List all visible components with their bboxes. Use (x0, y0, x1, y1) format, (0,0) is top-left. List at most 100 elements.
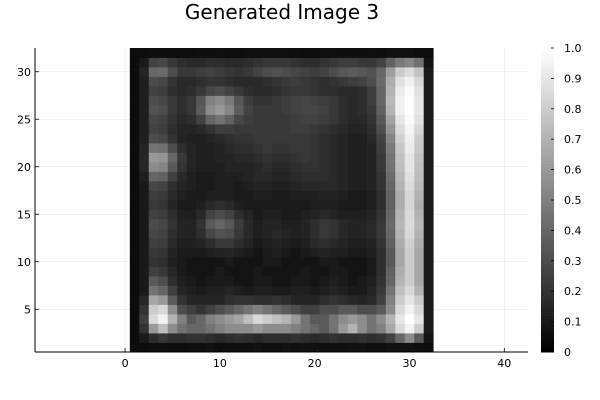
heatmap-cell (414, 143, 425, 153)
heatmap-cell (328, 238, 339, 248)
heatmap-cell (347, 67, 358, 77)
heatmap-cell (385, 48, 396, 58)
colorbar-segment (541, 239, 554, 244)
heatmap-cell (357, 143, 368, 153)
heatmap-cell (366, 323, 377, 334)
heatmap-cell (139, 124, 150, 134)
heatmap-cell (224, 200, 235, 210)
heatmap-cell (205, 133, 216, 144)
heatmap-cell (272, 105, 282, 115)
colorbar-segment (541, 236, 554, 241)
heatmap-cell (158, 67, 169, 77)
heatmap-cell (243, 295, 254, 305)
heatmap-cell (243, 209, 254, 220)
heatmap-cell (395, 314, 406, 324)
heatmap-cell (196, 257, 207, 267)
heatmap-cell (177, 133, 188, 144)
heatmap-cell (357, 171, 368, 182)
heatmap-cell (215, 285, 226, 296)
heatmap-cell (404, 133, 415, 144)
heatmap-cell (272, 228, 282, 239)
heatmap-cell (423, 86, 434, 96)
heatmap-cell (347, 257, 358, 267)
colorbar: 0 0.1 0.2 0.3 0.4 0.5 0.6 0.7 0.8 0.9 1.0 (541, 42, 582, 359)
y-tick-label: 10 (17, 256, 31, 269)
heatmap-cell (148, 247, 159, 258)
colorbar-segment (541, 148, 554, 152)
heatmap-cell (300, 181, 311, 191)
heatmap-cell (414, 342, 425, 353)
heatmap-cell (281, 114, 292, 125)
heatmap-cell (205, 257, 216, 267)
heatmap-cell (309, 238, 320, 248)
heatmap-cell (376, 247, 387, 258)
heatmap-cell (395, 133, 406, 144)
heatmap-cell (414, 314, 425, 324)
heatmap-cell (196, 57, 207, 68)
heatmap-cell (167, 105, 178, 115)
heatmap-cell (243, 95, 254, 106)
heatmap-cell (177, 67, 188, 77)
heatmap-cell (253, 285, 263, 296)
heatmap-cell (357, 285, 368, 296)
heatmap-cell (148, 152, 159, 163)
heatmap-cell (177, 276, 188, 286)
heatmap-cell (366, 95, 377, 106)
heatmap-cell (234, 162, 244, 172)
heatmap-cell (414, 105, 425, 115)
heatmap-cell (215, 86, 226, 96)
heatmap-cell (205, 238, 216, 248)
heatmap-cell (404, 76, 415, 87)
colorbar-segment (541, 324, 554, 329)
heatmap-cell (309, 171, 320, 182)
heatmap-cell (395, 95, 406, 106)
heatmap-cell (234, 219, 244, 229)
colorbar-segment (541, 263, 554, 268)
colorbar-segment (541, 114, 554, 119)
heatmap-cell (224, 295, 235, 305)
heatmap-cell (404, 285, 415, 296)
heatmap-cell (224, 190, 235, 201)
heatmap-cell (423, 162, 434, 172)
heatmap-cell (177, 304, 188, 315)
heatmap-cell (205, 323, 216, 334)
colorbar-segment (541, 145, 554, 149)
heatmap-cell (281, 238, 292, 248)
heatmap-cell (309, 266, 320, 277)
heatmap-cell (385, 285, 396, 296)
heatmap-cell (404, 171, 415, 182)
heatmap-cell (347, 171, 358, 182)
heatmap-cell (300, 162, 311, 172)
heatmap-cell (158, 238, 169, 248)
colorbar-segment (541, 54, 554, 58)
heatmap-cell (243, 333, 254, 343)
heatmap-cell (196, 266, 207, 277)
heatmap-cell (158, 152, 169, 163)
heatmap-cell (148, 228, 159, 239)
heatmap-cell (139, 304, 150, 315)
heatmap-cell (366, 124, 377, 134)
heatmap-cell (319, 190, 330, 201)
heatmap-cell (253, 133, 263, 144)
colorbar-tick-label: 0.9 (564, 72, 582, 85)
heatmap-cell (300, 124, 311, 134)
heatmap-cell (272, 143, 282, 153)
heatmap-cell (366, 200, 377, 210)
heatmap-cell (253, 228, 263, 239)
heatmap-cell (290, 323, 301, 334)
heatmap-cell (347, 95, 358, 106)
heatmap-cell (281, 133, 292, 144)
colorbar-segment (541, 169, 554, 174)
heatmap-cell (281, 152, 292, 163)
heatmap-cell (366, 114, 377, 125)
heatmap-cell (177, 333, 188, 343)
heatmap-cell (253, 143, 263, 153)
heatmap-cell (395, 333, 406, 343)
heatmap-cell (224, 57, 235, 68)
colorbar-segment (541, 321, 554, 326)
heatmap-cell (177, 228, 188, 239)
heatmap-cell (158, 105, 169, 115)
heatmap-cell (290, 266, 301, 277)
colorbar-segment (541, 90, 554, 95)
